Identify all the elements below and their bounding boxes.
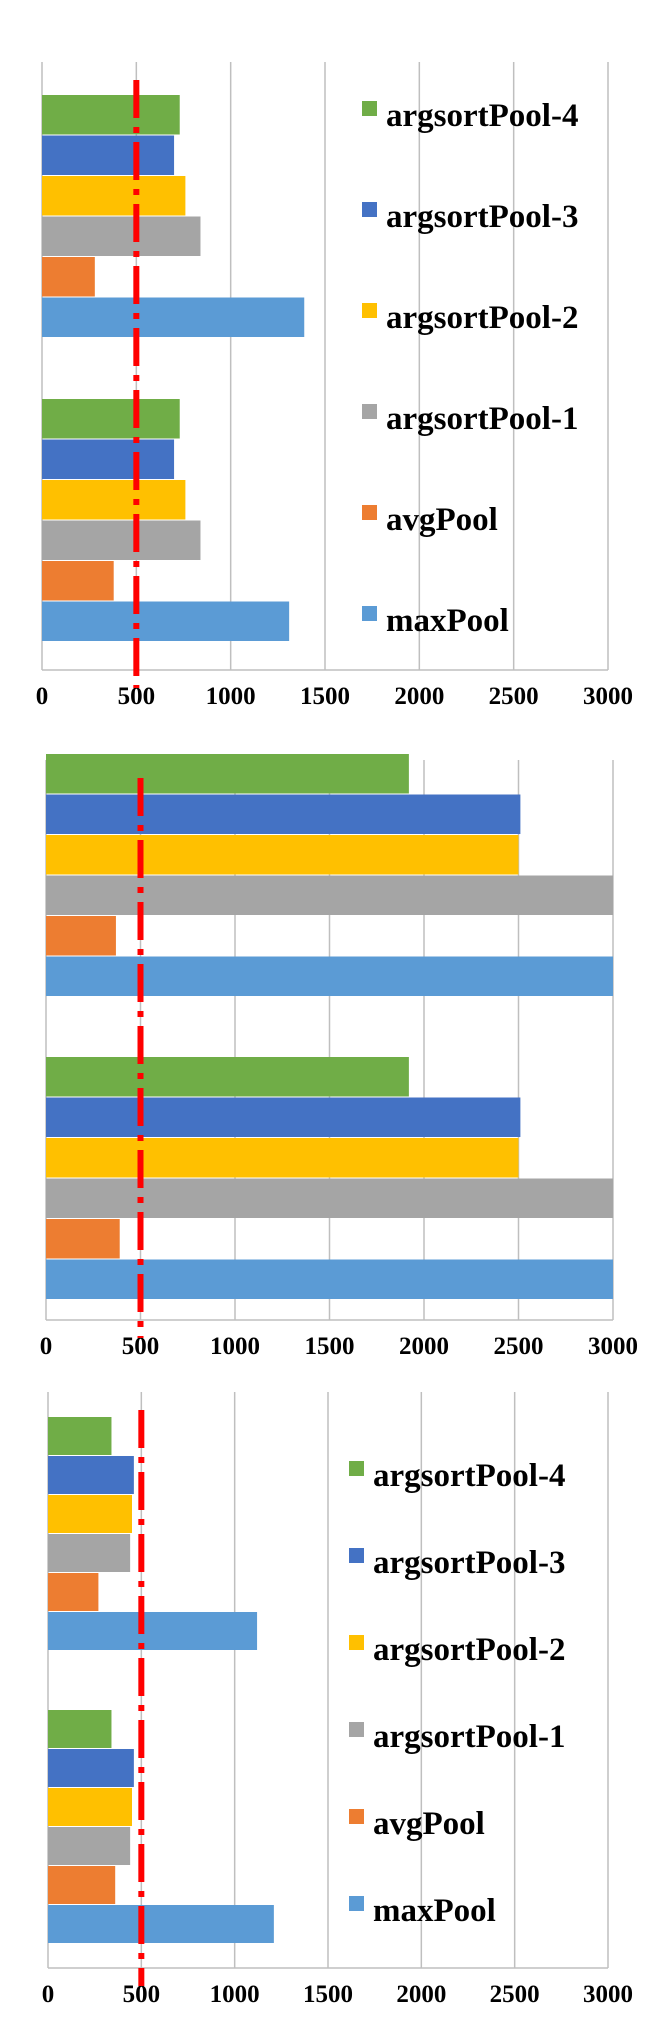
- bar-argsortPool-2-group-1: [42, 176, 186, 216]
- bar-maxPool-group-2: [42, 601, 290, 641]
- bar-argsortPool-1-group-1: [46, 875, 613, 915]
- bar-argsortPool-1-group-2: [48, 1827, 131, 1865]
- bar-avgPool-group-1: [42, 257, 95, 297]
- x-tick-label-1500: 1500: [303, 1981, 353, 2008]
- bar-argsortPool-1-group-1: [48, 1534, 131, 1572]
- x-tick-label-1000: 1000: [210, 1333, 260, 1360]
- legend-label-argsortPool-4: argsortPool-4: [373, 1458, 565, 1494]
- bar-argsortPool-3-group-2: [48, 1749, 134, 1787]
- legend-label-maxPool: maxPool: [386, 603, 509, 639]
- bar-argsortPool-4-group-2: [46, 1057, 409, 1097]
- bar-argsortPool-4-group-1: [42, 95, 180, 135]
- bar-avgPool-group-2: [46, 1219, 120, 1259]
- bar-avgPool-group-2: [48, 1866, 116, 1904]
- legend-swatch-maxPool: [349, 1896, 364, 1911]
- legend-label-avgPool: avgPool: [386, 502, 498, 538]
- x-tick-label-2500: 2500: [490, 1981, 540, 2008]
- bar-argsortPool-1-group-2: [46, 1178, 613, 1218]
- x-tick-label-1000: 1000: [206, 683, 256, 710]
- legend-swatch-avgPool: [362, 505, 377, 520]
- bar-argsortPool-2-group-2: [42, 480, 186, 520]
- x-tick-label-3000: 3000: [588, 1333, 638, 1360]
- bar-maxPool-group-1: [48, 1612, 258, 1650]
- legend-swatch-argsortPool-4: [349, 1461, 364, 1476]
- bar-argsortPool-4-group-1: [48, 1417, 112, 1455]
- legend-label-argsortPool-1: argsortPool-1: [373, 1719, 565, 1755]
- legend-swatch-argsortPool-1: [362, 404, 377, 419]
- x-tick-label-2500: 2500: [494, 1333, 544, 1360]
- bar-argsortPool-3-group-1: [42, 135, 175, 175]
- bar-argsortPool-2-group-1: [46, 835, 519, 875]
- bar-argsortPool-3-group-2: [42, 439, 175, 479]
- bar-argsortPool-4-group-2: [48, 1710, 112, 1748]
- bar-avgPool-group-1: [46, 916, 116, 956]
- bar-maxPool-group-2: [48, 1905, 274, 1943]
- bar-avgPool-group-1: [48, 1573, 99, 1611]
- legend-swatch-argsortPool-4: [362, 101, 377, 116]
- bar-argsortPool-1-group-2: [42, 520, 201, 560]
- x-tick-label-0: 0: [40, 1333, 53, 1360]
- x-tick-label-1500: 1500: [300, 683, 350, 710]
- bar-argsortPool-2-group-2: [48, 1788, 132, 1826]
- legend-label-avgPool: avgPool: [373, 1806, 485, 1842]
- x-tick-label-2000: 2000: [394, 683, 444, 710]
- legend-label-argsortPool-3: argsortPool-3: [386, 199, 578, 235]
- x-tick-label-3000: 3000: [583, 1981, 633, 2008]
- x-tick-label-2500: 2500: [489, 683, 539, 710]
- legend-label-argsortPool-4: argsortPool-4: [386, 98, 578, 134]
- bar-argsortPool-3-group-1: [48, 1456, 134, 1494]
- legend-label-argsortPool-1: argsortPool-1: [386, 401, 578, 437]
- x-tick-label-3000: 3000: [583, 683, 633, 710]
- legend-swatch-argsortPool-2: [362, 303, 377, 318]
- bar-argsortPool-3-group-2: [46, 1097, 521, 1137]
- legend-swatch-argsortPool-3: [349, 1548, 364, 1563]
- bar-avgPool-group-2: [42, 561, 114, 601]
- x-tick-label-2000: 2000: [396, 1981, 446, 2008]
- bar-argsortPool-4-group-1: [46, 754, 409, 794]
- bar-argsortPool-4-group-2: [42, 399, 180, 439]
- bar-argsortPool-2-group-1: [48, 1495, 132, 1533]
- x-tick-label-0: 0: [42, 1981, 55, 2008]
- legend-label-argsortPool-2: argsortPool-2: [373, 1632, 565, 1668]
- legend-label-argsortPool-2: argsortPool-2: [386, 300, 578, 336]
- x-tick-label-2000: 2000: [399, 1333, 449, 1360]
- bar-maxPool-group-1: [42, 297, 305, 337]
- bar-argsortPool-3-group-1: [46, 794, 521, 834]
- legend-swatch-argsortPool-1: [349, 1722, 364, 1737]
- bar-maxPool-group-1: [46, 956, 613, 996]
- legend-swatch-argsortPool-3: [362, 202, 377, 217]
- legend-label-argsortPool-3: argsortPool-3: [373, 1545, 565, 1581]
- x-tick-label-1000: 1000: [210, 1981, 260, 2008]
- legend-swatch-avgPool: [349, 1809, 364, 1824]
- x-tick-label-1500: 1500: [305, 1333, 355, 1360]
- bar-maxPool-group-2: [46, 1259, 613, 1299]
- bar-argsortPool-1-group-1: [42, 216, 201, 256]
- legend-label-maxPool: maxPool: [373, 1893, 496, 1929]
- legend-swatch-argsortPool-2: [349, 1635, 364, 1650]
- legend-swatch-maxPool: [362, 606, 377, 621]
- bar-argsortPool-2-group-2: [46, 1138, 519, 1178]
- x-tick-label-0: 0: [36, 683, 49, 710]
